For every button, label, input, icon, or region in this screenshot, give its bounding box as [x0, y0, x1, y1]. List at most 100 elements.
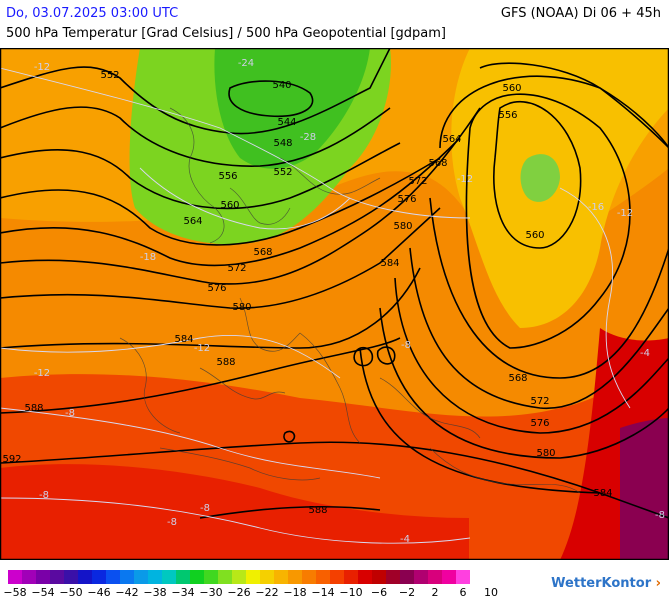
- coastlines: [119, 107, 581, 494]
- scale-tick-label: −18: [283, 586, 307, 599]
- color-scale-swatch: [400, 570, 414, 584]
- temperature-labels: -12 -24 -28 -12 -18 -12 -16 -12 -12 -8 -8 -8 -8 -8 -4 -…: [34, 58, 665, 545]
- color-scale-swatch: [218, 570, 232, 584]
- color-scale-swatch: [288, 570, 302, 584]
- temp-field-hottest-east: [620, 418, 669, 560]
- scale-tick-label: −30: [199, 586, 223, 599]
- temperature-label: -24: [238, 58, 254, 69]
- temperature-label: -8: [167, 517, 177, 528]
- geopotential-label: 580: [536, 448, 555, 459]
- geopotential-label: 576: [530, 418, 549, 429]
- color-scale-swatch: [274, 570, 288, 584]
- color-scale-swatch: [120, 570, 134, 584]
- color-scale-swatch: [134, 570, 148, 584]
- scale-tick-label: −50: [59, 586, 83, 599]
- geopotential-label: 544: [277, 117, 296, 128]
- color-scale-swatch: [442, 570, 456, 584]
- geopotential-label: 576: [397, 194, 416, 205]
- map-subtitle: 500 hPa Temperatur [Grad Celsius] / 500 …: [6, 26, 447, 41]
- geopotential-label: 568: [253, 247, 272, 258]
- geopotential-label: 588: [308, 505, 327, 516]
- color-scale-swatch: [428, 570, 442, 584]
- geopotential-label: 556: [218, 171, 237, 182]
- temperature-label: -8: [200, 503, 210, 514]
- temperature-color-scale: [8, 570, 470, 584]
- temperature-label: -8: [65, 408, 75, 419]
- color-scale-swatch: [22, 570, 36, 584]
- temp-field-hotter-south: [0, 464, 469, 560]
- isotherms: [0, 67, 631, 544]
- scale-tick-label: −42: [115, 586, 139, 599]
- color-scale-swatch: [190, 570, 204, 584]
- temperature-label: -8: [401, 340, 411, 351]
- temperature-label: -12: [617, 208, 633, 219]
- color-scale-swatch: [414, 570, 428, 584]
- temperature-label: -28: [300, 132, 316, 143]
- color-scale-swatch: [456, 570, 470, 584]
- temperature-label: -4: [400, 534, 410, 545]
- geopotential-label: 572: [408, 176, 427, 187]
- color-scale-swatch: [358, 570, 372, 584]
- color-scale-swatch: [344, 570, 358, 584]
- geopotential-label: 560: [502, 83, 521, 94]
- geopotential-label: 540: [272, 80, 291, 91]
- geopotential-label: 548: [273, 138, 292, 149]
- scale-tick-label: −22: [255, 586, 279, 599]
- model-run: GFS (NOAA) Di 06 + 45h: [500, 6, 661, 21]
- scale-tick-label: −38: [143, 586, 167, 599]
- color-scale-swatch: [50, 570, 64, 584]
- color-scale-swatch: [36, 570, 50, 584]
- scale-tick-label: −58: [3, 586, 27, 599]
- temperature-label: -8: [39, 490, 49, 501]
- geopotential-label: 560: [220, 200, 239, 211]
- color-scale-swatch: [176, 570, 190, 584]
- scale-tick-label: −2: [398, 586, 416, 599]
- color-scale-swatch: [232, 570, 246, 584]
- temperature-label: -18: [140, 252, 156, 263]
- geopotential-label: 568: [508, 373, 527, 384]
- temperature-label: -12: [34, 62, 50, 73]
- geopotential-label: 572: [227, 263, 246, 274]
- color-scale-swatch: [302, 570, 316, 584]
- temp-field-east-cold: [520, 154, 560, 202]
- geopotential-label: 580: [232, 302, 251, 313]
- geopotential-label: 580: [393, 221, 412, 232]
- color-scale-swatch: [372, 570, 386, 584]
- geopotential-contours: [0, 48, 669, 519]
- scale-tick-label: 6: [459, 586, 467, 599]
- geopotential-label: 552: [273, 167, 292, 178]
- scale-tick-label: −46: [87, 586, 111, 599]
- temperature-label: -8: [655, 510, 665, 521]
- color-scale-swatch: [106, 570, 120, 584]
- temperature-label: -4: [640, 348, 650, 359]
- geopotential-label: 588: [24, 403, 43, 414]
- temperature-label: -12: [194, 343, 210, 354]
- geopotential-label: 564: [183, 216, 202, 227]
- geopotential-label: 564: [442, 134, 461, 145]
- scale-tick-label: −10: [339, 586, 363, 599]
- temperature-label: -12: [34, 368, 50, 379]
- scale-tick-label: 2: [431, 586, 439, 599]
- scale-tick-label: −26: [227, 586, 251, 599]
- geopotential-label: 556: [498, 110, 517, 121]
- geopotential-label: 576: [207, 283, 226, 294]
- forecast-datetime: Do, 03.07.2025 03:00 UTC: [6, 6, 179, 21]
- geopotential-label: 568: [428, 158, 447, 169]
- color-scale-swatch: [330, 570, 344, 584]
- color-scale-swatch: [246, 570, 260, 584]
- color-scale-swatch: [8, 570, 22, 584]
- scale-tick-label: −14: [311, 586, 335, 599]
- temperature-label: -16: [588, 202, 604, 213]
- geopotential-label: 560: [525, 230, 544, 241]
- color-scale-swatch: [78, 570, 92, 584]
- temperature-label: -12: [457, 174, 473, 185]
- geopotential-label: 584: [593, 488, 612, 499]
- color-scale-swatch: [204, 570, 218, 584]
- color-scale-swatch: [148, 570, 162, 584]
- color-scale-swatch: [92, 570, 106, 584]
- color-scale-swatch: [64, 570, 78, 584]
- scale-tick-label: 10: [484, 586, 498, 599]
- geopotential-label: 584: [380, 258, 399, 269]
